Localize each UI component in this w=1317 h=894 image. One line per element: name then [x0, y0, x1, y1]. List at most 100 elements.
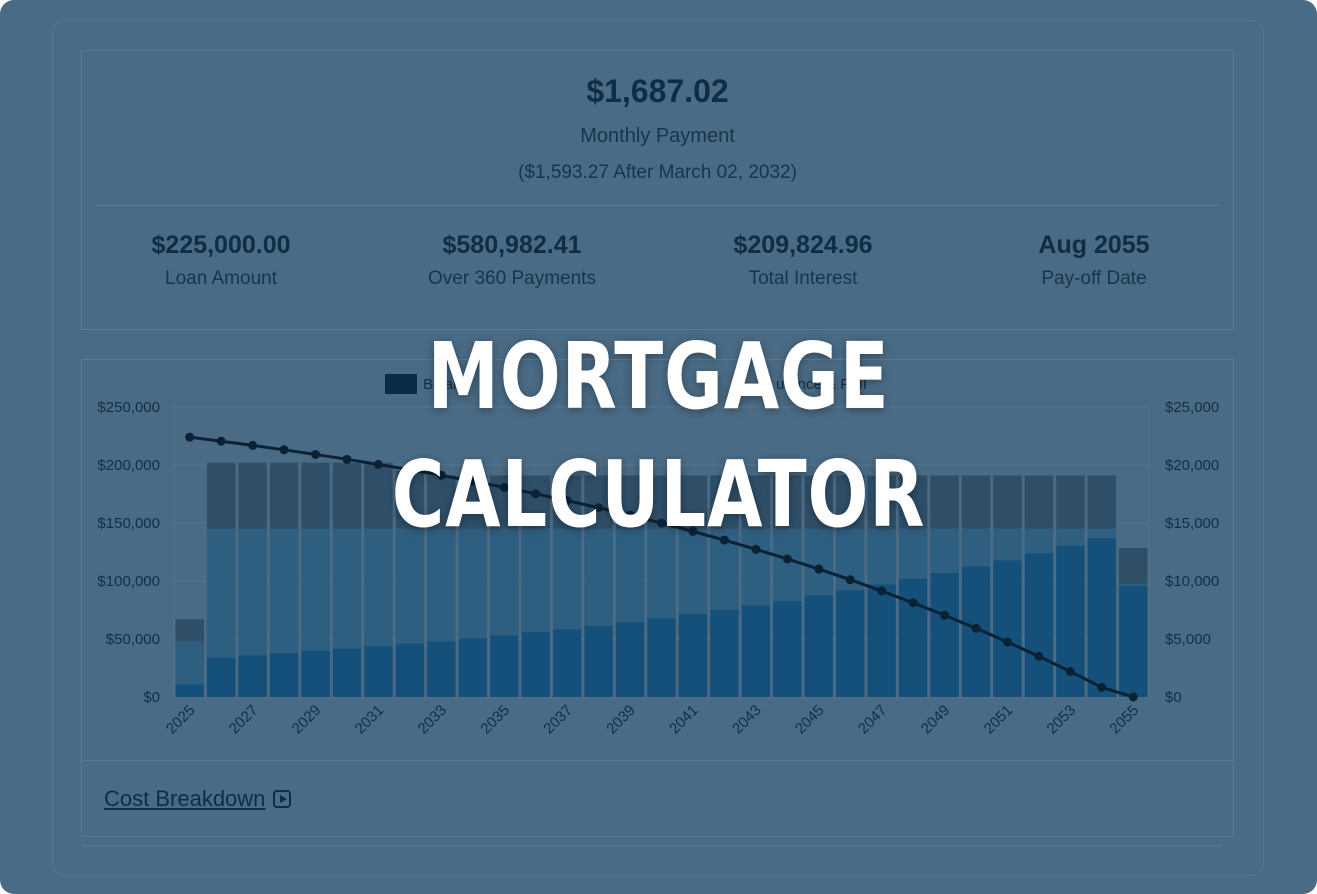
bar-interest[interactable] — [206, 528, 236, 658]
balance-point[interactable] — [405, 465, 415, 475]
balance-point[interactable] — [594, 503, 604, 513]
bar-tax-insurance[interactable] — [364, 462, 393, 529]
bar-principal[interactable] — [898, 578, 928, 697]
bar-principal[interactable] — [773, 600, 802, 697]
bar-interest[interactable] — [238, 528, 267, 656]
balance-point[interactable] — [248, 440, 258, 450]
bar-interest[interactable] — [647, 528, 676, 619]
bar-principal[interactable] — [175, 684, 204, 697]
legend-label-balance[interactable]: Balan — [423, 376, 461, 393]
balance-point[interactable] — [216, 436, 226, 446]
bar-interest[interactable] — [741, 528, 771, 606]
bar-tax-insurance[interactable] — [175, 619, 204, 642]
balance-point[interactable] — [657, 518, 666, 528]
bar-tax-insurance[interactable] — [804, 475, 833, 529]
balance-point[interactable] — [311, 449, 321, 459]
bar-principal[interactable] — [584, 625, 613, 697]
bar-tax-insurance[interactable] — [206, 462, 236, 529]
bar-tax-insurance[interactable] — [238, 462, 267, 529]
bar-interest[interactable] — [1087, 528, 1117, 539]
bar-tax-insurance[interactable] — [615, 475, 645, 529]
bar-interest[interactable] — [521, 528, 550, 633]
bar-interest[interactable] — [175, 641, 204, 685]
balance-point[interactable] — [342, 454, 352, 464]
bar-tax-insurance[interactable] — [961, 475, 991, 529]
bar-principal[interactable] — [993, 560, 1022, 697]
bar-interest[interactable] — [961, 528, 991, 567]
bar-principal[interactable] — [647, 618, 676, 697]
bar-interest[interactable] — [773, 528, 802, 601]
balance-point[interactable] — [1097, 682, 1107, 692]
balance-point[interactable] — [719, 535, 729, 545]
bar-tax-insurance[interactable] — [678, 475, 708, 529]
bar-interest[interactable] — [1024, 528, 1054, 554]
bar-principal[interactable] — [1119, 585, 1148, 697]
bar-tax-insurance[interactable] — [993, 475, 1022, 529]
bar-principal[interactable] — [615, 622, 645, 697]
bar-principal[interactable] — [741, 605, 771, 697]
bar-principal[interactable] — [269, 652, 299, 697]
bar-interest[interactable] — [332, 528, 362, 649]
bar-tax-insurance[interactable] — [710, 475, 739, 529]
bar-tax-insurance[interactable] — [741, 475, 771, 529]
balance-point[interactable] — [373, 459, 383, 469]
bar-principal[interactable] — [930, 572, 959, 697]
balance-point[interactable] — [908, 598, 918, 608]
bar-principal[interactable] — [804, 595, 833, 698]
bar-tax-insurance[interactable] — [332, 462, 362, 529]
balance-point[interactable] — [1128, 692, 1138, 702]
balance-point[interactable] — [688, 526, 698, 536]
balance-point[interactable] — [940, 610, 950, 620]
bar-principal[interactable] — [332, 648, 362, 697]
bar-principal[interactable] — [1024, 553, 1054, 697]
balance-point[interactable] — [782, 554, 792, 564]
bar-interest[interactable] — [427, 528, 456, 642]
bar-principal[interactable] — [238, 655, 267, 697]
bar-interest[interactable] — [678, 528, 708, 615]
bar-interest[interactable] — [615, 528, 645, 623]
legend-label-tax-insurance[interactable]: urance & PMI — [776, 376, 867, 393]
bar-interest[interactable] — [364, 528, 393, 646]
balance-point[interactable] — [814, 564, 824, 574]
bar-interest[interactable] — [804, 528, 833, 596]
bar-principal[interactable] — [835, 590, 865, 697]
bar-tax-insurance[interactable] — [427, 475, 456, 529]
bar-principal[interactable] — [395, 643, 425, 697]
bar-interest[interactable] — [1056, 528, 1085, 546]
bar-tax-insurance[interactable] — [773, 475, 802, 529]
balance-point[interactable] — [468, 476, 478, 486]
bar-principal[interactable] — [521, 632, 550, 697]
balance-point[interactable] — [562, 496, 572, 506]
bar-tax-insurance[interactable] — [269, 462, 299, 529]
bar-tax-insurance[interactable] — [584, 475, 613, 529]
bar-tax-insurance[interactable] — [521, 475, 550, 529]
bar-principal[interactable] — [710, 610, 739, 697]
bar-principal[interactable] — [427, 641, 456, 697]
bar-tax-insurance[interactable] — [1024, 475, 1054, 529]
balance-point[interactable] — [877, 586, 887, 596]
bar-tax-insurance[interactable] — [301, 462, 330, 529]
balance-point[interactable] — [845, 575, 855, 585]
bar-interest[interactable] — [269, 528, 299, 653]
bar-tax-insurance[interactable] — [898, 475, 928, 529]
balance-point[interactable] — [436, 470, 446, 480]
bar-interest[interactable] — [898, 528, 928, 579]
bar-interest[interactable] — [1119, 583, 1148, 586]
bar-tax-insurance[interactable] — [930, 475, 959, 529]
balance-point[interactable] — [1065, 666, 1075, 676]
bar-interest[interactable] — [552, 528, 582, 630]
bar-principal[interactable] — [867, 584, 896, 697]
balance-point[interactable] — [185, 432, 195, 442]
bar-principal[interactable] — [301, 650, 330, 697]
balance-point[interactable] — [279, 445, 289, 455]
balance-point[interactable] — [1002, 637, 1012, 647]
bar-interest[interactable] — [458, 528, 488, 639]
balance-point[interactable] — [1034, 651, 1044, 661]
balance-point[interactable] — [499, 482, 509, 492]
bar-principal[interactable] — [1087, 538, 1117, 697]
bar-tax-insurance[interactable] — [1119, 547, 1148, 584]
bar-principal[interactable] — [458, 638, 488, 697]
bar-interest[interactable] — [867, 528, 896, 585]
bar-tax-insurance[interactable] — [1056, 475, 1085, 529]
bar-principal[interactable] — [364, 645, 393, 697]
